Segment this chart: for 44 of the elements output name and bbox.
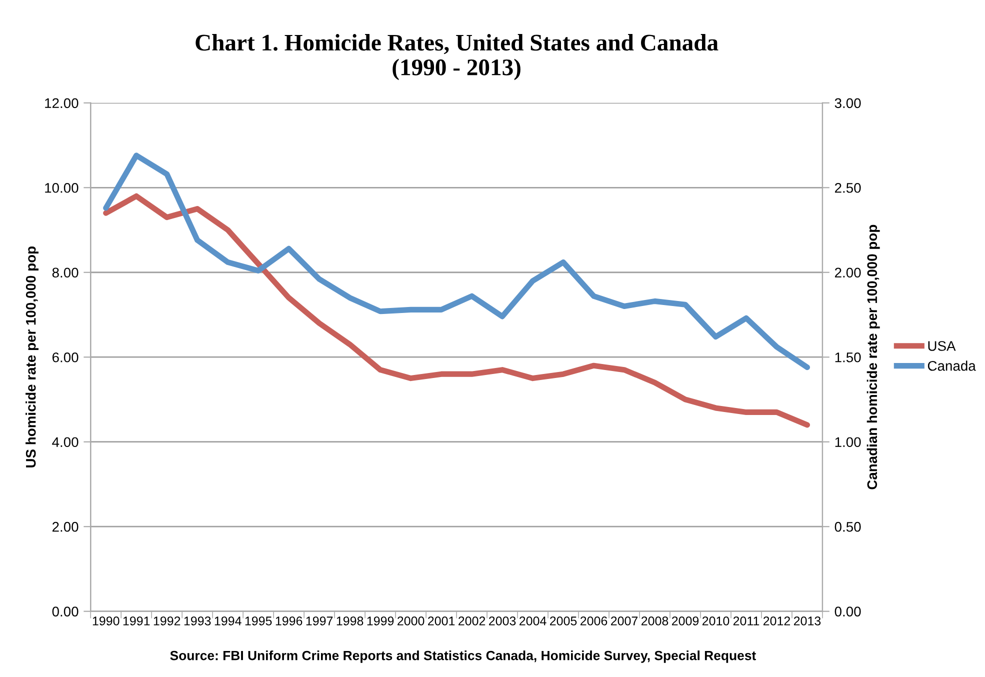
x-tick-label: 2008 <box>641 616 668 626</box>
x-tick-label: 2005 <box>550 616 577 626</box>
x-tick-label: 1999 <box>367 616 394 626</box>
x-tick-label: 2006 <box>580 616 608 626</box>
x-tick-label: 2010 <box>702 616 730 626</box>
x-tick-label: 2003 <box>489 616 516 626</box>
x-tick-label: 1990 <box>92 616 120 626</box>
x-tick-label: 1991 <box>123 616 150 626</box>
y2-tick-label: 0.00 <box>834 606 861 616</box>
x-tick-label: 2011 <box>733 616 760 626</box>
y-tick-label: 0.00 <box>52 606 78 616</box>
y-axis-title: US homicide rate per 100,000 pop <box>26 246 39 468</box>
y-tick-label: 8.00 <box>52 268 78 278</box>
x-tick-label: 1994 <box>214 616 242 626</box>
x-tick-label: 2009 <box>672 616 699 626</box>
legend-label: Canada <box>928 360 976 371</box>
x-tick-label: 2013 <box>794 616 821 626</box>
y2-tick-label: 2.00 <box>834 268 861 278</box>
y-tick-label: 10.00 <box>45 182 78 193</box>
x-tick-label: 2002 <box>458 616 486 626</box>
y-tick-label: 12.00 <box>45 98 78 108</box>
y-tick-label: 6.00 <box>52 352 78 362</box>
y2-tick-label: 1.00 <box>835 437 861 448</box>
x-tick-label: 1998 <box>336 616 364 626</box>
source-note: Source: FBI Uniform Crime Reports and Statistics Canada, Homicide Survey, Special Request <box>170 650 756 663</box>
legend-label: USA <box>928 341 956 351</box>
y2-axis-title: Canadian homicide rate per 100,000 pop <box>866 224 880 490</box>
y2-tick-label: 1.50 <box>835 352 861 362</box>
y-tick-label: 2.00 <box>52 522 78 532</box>
x-tick-label: 2004 <box>520 616 546 626</box>
y2-tick-label: 0.50 <box>834 522 861 532</box>
y2-tick-label: 3.00 <box>834 98 861 108</box>
x-tick-label: 1993 <box>184 616 211 626</box>
x-tick-label: 1995 <box>245 616 272 626</box>
x-tick-label: 1997 <box>306 616 333 626</box>
x-tick-label: 2001 <box>428 616 455 626</box>
x-tick-label: 2007 <box>610 616 638 626</box>
x-tick-label: 2012 <box>763 616 790 626</box>
x-tick-label: 2000 <box>398 616 424 626</box>
y-tick-label: 4.00 <box>52 437 78 448</box>
x-tick-label: 1996 <box>276 616 302 626</box>
chart-title: Chart 1. Homicide Rates, United States and Canada (1990 - 2013) <box>196 34 718 80</box>
y2-tick-label: 2.50 <box>834 182 861 193</box>
x-tick-label: 1992 <box>154 616 180 626</box>
